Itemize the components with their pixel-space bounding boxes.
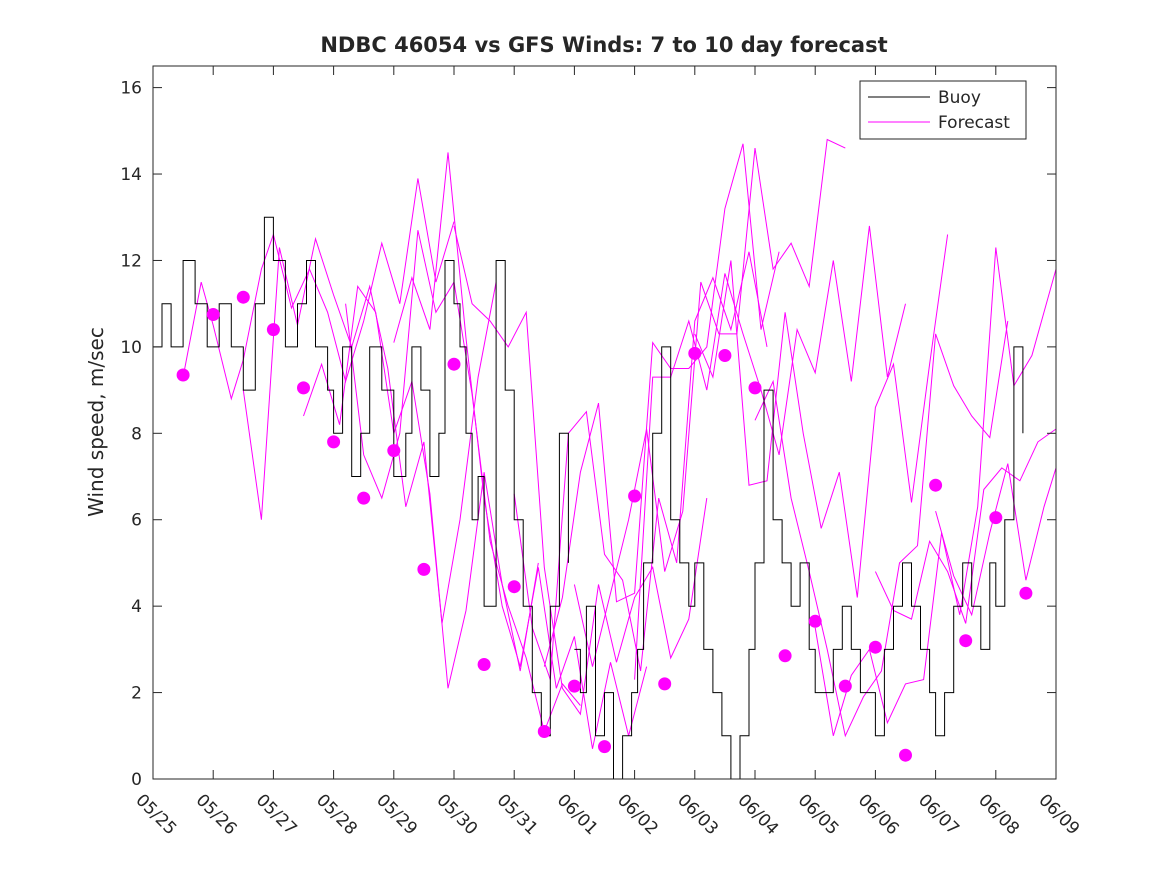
legend-box xyxy=(859,80,1027,140)
series-layer xyxy=(153,138,1057,780)
forecast-marker xyxy=(718,349,732,362)
forecast-marker xyxy=(537,725,551,738)
forecast-marker xyxy=(477,658,491,671)
forecast-marker xyxy=(357,491,371,505)
forecast-marker xyxy=(929,478,943,492)
y-tick-label: 0 xyxy=(131,770,142,790)
forecast-series-line xyxy=(634,225,906,680)
forecast-series-line xyxy=(393,152,648,749)
x-tick-label: 05/31 xyxy=(493,790,542,839)
legend-label-forecast: Forecast xyxy=(938,113,1010,133)
plot-area xyxy=(152,65,1057,780)
forecast-marker xyxy=(417,562,431,576)
x-tick-label: 06/03 xyxy=(673,790,722,839)
forecast-series-line xyxy=(754,320,1009,738)
forecast-marker xyxy=(447,357,461,371)
y-tick-label: 16 xyxy=(120,79,142,99)
y-tick-label: 6 xyxy=(131,511,142,531)
buoy-series-line xyxy=(574,346,1024,780)
forecast-marker xyxy=(176,368,190,382)
x-tick-label: 05/29 xyxy=(372,790,421,839)
y-tick-label: 14 xyxy=(120,165,142,185)
forecast-series-line xyxy=(573,138,846,667)
x-tick-label: 06/09 xyxy=(1034,790,1083,839)
forecast-marker xyxy=(868,640,882,654)
chart-title: NDBC 46054 vs GFS Winds: 7 to 10 day for… xyxy=(320,33,887,57)
y-tick-label: 4 xyxy=(131,597,142,617)
marker-layer xyxy=(176,290,1033,762)
x-tick-label: 06/02 xyxy=(613,790,662,839)
legend-label-buoy: Buoy xyxy=(938,88,981,108)
x-tick-label: 06/05 xyxy=(794,790,843,839)
y-axis: 0 2 4 6 8 10 12 14 16 xyxy=(120,79,1056,790)
y-tick-label: 8 xyxy=(131,424,142,444)
x-tick-label: 05/30 xyxy=(432,790,481,839)
forecast-marker xyxy=(327,435,341,449)
forecast-marker xyxy=(838,679,852,693)
forecast-marker xyxy=(297,381,310,395)
y-tick-label: 2 xyxy=(131,684,142,704)
forecast-series-line xyxy=(814,247,1057,736)
forecast-marker xyxy=(1019,586,1033,600)
x-tick-label: 05/28 xyxy=(312,790,361,839)
axes-box xyxy=(152,65,1057,780)
forecast-marker xyxy=(266,323,280,337)
x-tick-label: 06/07 xyxy=(914,790,963,839)
legend: Buoy Forecast xyxy=(859,80,1027,140)
forecast-marker xyxy=(206,308,220,321)
forecast-series-line xyxy=(874,428,1057,624)
forecast-marker xyxy=(748,381,762,395)
forecast-series-line xyxy=(935,463,1057,617)
forecast-series-line xyxy=(513,251,768,680)
plot-background xyxy=(153,66,1056,779)
forecast-marker xyxy=(808,614,822,628)
forecast-marker xyxy=(959,634,973,648)
forecast-marker xyxy=(507,580,521,594)
x-tick-label: 06/04 xyxy=(733,790,782,839)
y-tick-label: 10 xyxy=(120,338,142,358)
forecast-marker xyxy=(899,748,912,762)
x-tick-label: 05/27 xyxy=(252,790,301,839)
x-tick-label: 05/26 xyxy=(192,790,241,839)
buoy-series-line xyxy=(153,216,569,737)
forecast-marker xyxy=(778,649,792,663)
y-axis-label: Wind speed, m/sec xyxy=(84,327,108,517)
forecast-series-line xyxy=(694,234,949,598)
forecast-marker xyxy=(628,489,642,503)
forecast-marker xyxy=(688,346,702,360)
x-tick-label: 06/06 xyxy=(854,790,903,839)
x-tick-label: 05/25 xyxy=(131,790,180,839)
forecast-marker xyxy=(236,290,250,304)
x-tick-label: 06/08 xyxy=(974,790,1023,839)
forecast-marker xyxy=(598,740,611,754)
forecast-marker xyxy=(658,677,672,691)
forecast-marker xyxy=(989,511,1003,525)
y-tick-label: 12 xyxy=(120,251,142,271)
x-tick-label: 06/01 xyxy=(553,790,602,839)
forecast-marker xyxy=(387,444,401,458)
forecast-marker xyxy=(567,679,581,693)
